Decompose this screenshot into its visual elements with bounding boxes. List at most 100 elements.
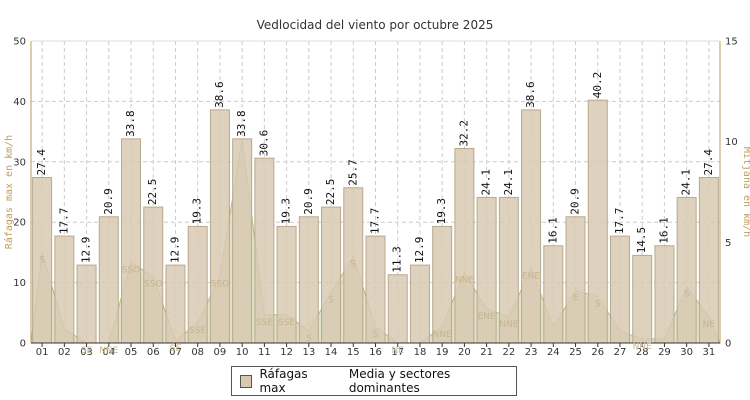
mean-area-series bbox=[30, 139, 721, 344]
x-tick-label: 29 bbox=[658, 347, 671, 358]
y-tick-right: 0 bbox=[725, 339, 731, 350]
x-tick-label: 30 bbox=[680, 347, 693, 358]
y-tick-left: 50 bbox=[13, 37, 26, 48]
bar-value-label: 12.9 bbox=[413, 237, 426, 264]
legend-label-gusts: Ráfagas max bbox=[259, 367, 308, 395]
bar-value-label: 20.9 bbox=[302, 188, 315, 215]
x-tick-label: 02 bbox=[58, 347, 71, 358]
sector-label: E bbox=[573, 294, 579, 304]
y-tick-left: 30 bbox=[13, 157, 26, 168]
x-tick-label: 24 bbox=[547, 347, 560, 358]
bar bbox=[698, 177, 719, 344]
bar-value-label: 19.3 bbox=[435, 198, 448, 225]
bar-value-label: 38.6 bbox=[524, 81, 537, 108]
sector-label: S bbox=[350, 259, 356, 269]
bar bbox=[521, 109, 542, 344]
x-tick-label: 22 bbox=[502, 347, 515, 358]
mean-area-path bbox=[30, 139, 721, 344]
bar-value-label: 30.6 bbox=[257, 130, 270, 157]
x-tick-label: 31 bbox=[703, 347, 716, 358]
sector-label: SSO bbox=[122, 265, 141, 275]
legend: Ráfagas max Media y sectores dominantes bbox=[231, 366, 517, 396]
bar-value-label: 12.9 bbox=[80, 237, 93, 264]
x-tick-label: 19 bbox=[436, 347, 449, 358]
sector-label: ENE bbox=[478, 312, 496, 322]
bar bbox=[209, 109, 230, 344]
sector-label: S bbox=[39, 255, 45, 265]
legend-label-mean: Media y sectores dominantes bbox=[348, 367, 451, 395]
x-tick-label: 17 bbox=[391, 347, 404, 358]
bar-value-label: 24.1 bbox=[502, 169, 515, 196]
bar bbox=[676, 196, 697, 344]
sector-label: SSE bbox=[189, 326, 206, 336]
bar-value-label: 16.1 bbox=[657, 217, 670, 244]
sector-label: SSE bbox=[256, 318, 273, 328]
y-tick-left: 10 bbox=[13, 278, 26, 289]
y-axis-right-label: Mitjana en km/h bbox=[741, 147, 750, 237]
bar bbox=[121, 138, 142, 344]
sector-label: S bbox=[328, 296, 334, 306]
bar-value-label: 27.4 bbox=[35, 149, 48, 176]
sector-label: SSO bbox=[211, 280, 230, 290]
bar-value-label: 22.5 bbox=[146, 179, 159, 206]
x-tick-label: 14 bbox=[325, 347, 338, 358]
sector-label: SSE bbox=[278, 318, 295, 328]
bar bbox=[321, 206, 342, 344]
y-tick-right: 10 bbox=[725, 137, 738, 148]
bar-value-label: 11.3 bbox=[391, 246, 404, 273]
x-tick-label: 11 bbox=[258, 347, 271, 358]
bar bbox=[165, 264, 186, 344]
bar bbox=[632, 254, 653, 344]
bar-value-label: 32.2 bbox=[457, 120, 470, 147]
bar bbox=[232, 138, 253, 344]
bar-value-label: 17.7 bbox=[369, 208, 382, 235]
x-tick-label: 06 bbox=[147, 347, 160, 358]
sector-label: NNE bbox=[455, 276, 474, 286]
x-tick-label: 07 bbox=[169, 347, 182, 358]
x-tick-label: 01 bbox=[36, 347, 49, 358]
chart-title: Vedlocidad del viento por octubre 2025 bbox=[257, 18, 494, 32]
y-tick-left: 20 bbox=[13, 218, 26, 229]
y-tick-left: 0 bbox=[20, 339, 26, 350]
x-tick-label: 27 bbox=[614, 347, 627, 358]
sector-label: SE bbox=[81, 346, 93, 356]
sector-label: NNE bbox=[499, 320, 518, 330]
bar bbox=[654, 245, 675, 344]
bar bbox=[432, 225, 453, 344]
x-tick-label: 21 bbox=[480, 347, 493, 358]
bar-value-label: 19.3 bbox=[280, 198, 293, 225]
sector-label: NNE bbox=[433, 330, 452, 340]
bar bbox=[565, 216, 586, 344]
x-tick-label: 10 bbox=[236, 347, 249, 358]
bar-value-label: 17.7 bbox=[57, 208, 70, 235]
x-tick-label: 20 bbox=[458, 347, 471, 358]
x-tick-label: 15 bbox=[347, 347, 360, 358]
bar-value-label: 25.7 bbox=[346, 159, 359, 186]
sector-label: S bbox=[373, 330, 379, 340]
bar-value-label: 12.9 bbox=[168, 237, 181, 264]
bar bbox=[76, 264, 97, 344]
bar-value-label: 20.9 bbox=[102, 188, 115, 215]
bar bbox=[454, 148, 475, 344]
y-tick-left: 40 bbox=[13, 97, 26, 108]
x-tick-label: 28 bbox=[636, 347, 649, 358]
bar bbox=[298, 216, 319, 344]
x-tick-label: 05 bbox=[125, 347, 138, 358]
bar-value-label: 40.2 bbox=[591, 72, 604, 99]
sector-label: NE bbox=[392, 346, 405, 356]
sector-label: SE bbox=[170, 344, 182, 354]
sector-label: SSO bbox=[144, 280, 163, 290]
x-tick-label: 12 bbox=[280, 347, 293, 358]
bar bbox=[254, 157, 275, 344]
legend-swatch-gusts bbox=[240, 374, 253, 388]
x-tick-label: 23 bbox=[525, 347, 538, 358]
bar bbox=[98, 216, 119, 344]
bar bbox=[365, 235, 386, 344]
bar-value-label: 22.5 bbox=[324, 179, 337, 206]
bar-value-label: 20.9 bbox=[569, 188, 582, 215]
grid-lines bbox=[31, 40, 720, 343]
sector-label: NNE bbox=[99, 346, 118, 356]
x-tick-label: 25 bbox=[569, 347, 582, 358]
